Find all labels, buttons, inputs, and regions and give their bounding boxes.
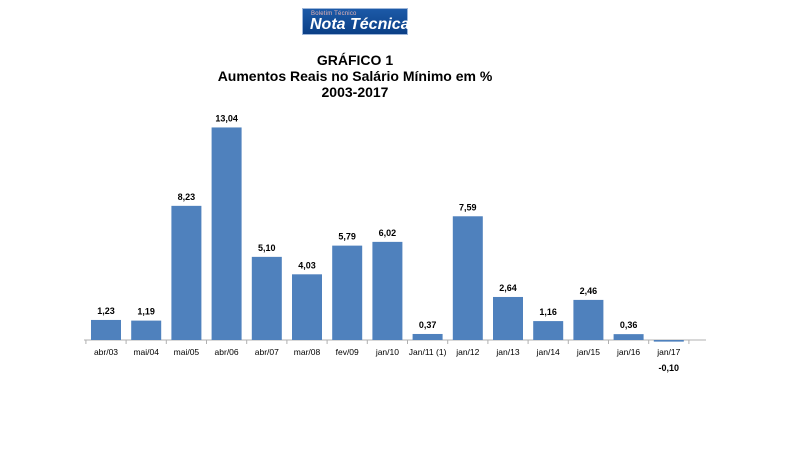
x-tick-label: mai/05 (174, 347, 200, 357)
bar-mai/04 (131, 320, 162, 340)
x-tick-label: abr/06 (215, 347, 239, 357)
data-label: -0,10 (659, 363, 680, 373)
chart-title-line-1: GRÁFICO 1 (316, 52, 394, 68)
chart-title-line-3: 2003-2017 (321, 84, 389, 100)
x-tick-label: abr/03 (94, 347, 118, 357)
data-label: 0,37 (419, 320, 437, 330)
bar-fev/09 (332, 245, 363, 340)
data-label: 13,04 (215, 113, 238, 123)
bar-jan/13 (493, 296, 523, 340)
x-tick-label: jan/14 (536, 347, 560, 357)
data-label: 5,10 (258, 243, 276, 253)
data-label: 7,59 (459, 202, 477, 212)
x-tick-label: jan/12 (455, 347, 479, 357)
logo-title: Nota Técnica (310, 16, 410, 33)
data-label: 8,23 (178, 192, 196, 202)
bar-jan/17 (653, 340, 684, 342)
bar-abr/03 (91, 319, 121, 340)
bar-jan/15 (573, 299, 604, 340)
x-tick-label: fev/09 (336, 347, 359, 357)
x-tick-label: mar/08 (294, 347, 321, 357)
x-tick-label: Jan/11 (1) (409, 347, 447, 357)
data-label: 0,36 (620, 320, 638, 330)
nota-tecnica-logo: Boletim Técnico Nota Técnica (302, 8, 410, 35)
data-label: 2,64 (499, 283, 517, 293)
x-tick-label: jan/16 (616, 347, 640, 357)
x-tick-label: jan/17 (656, 347, 680, 357)
data-label: 6,02 (379, 228, 397, 238)
bar-Jan/11 (1) (412, 333, 443, 340)
bar-mai/05 (171, 205, 202, 340)
data-label: 1,19 (137, 307, 155, 317)
chart-titles: GRÁFICO 1 Aumentos Reais no Salário Míni… (150, 52, 560, 100)
logo-tagline: Boletim Técnico (311, 11, 357, 17)
chart-title-line-2: Aumentos Reais no Salário Mínimo em % (217, 68, 493, 84)
bar-abr/06 (211, 127, 242, 340)
x-tick-label: jan/15 (576, 347, 600, 357)
bar-jan/14 (533, 321, 564, 340)
bar-jan/12 (452, 216, 483, 340)
x-tick-label: jan/13 (495, 347, 519, 357)
data-label: 1,23 (97, 306, 115, 316)
bar-jan/16 (613, 334, 644, 340)
data-label: 4,03 (298, 260, 316, 270)
data-label: 1,16 (539, 307, 557, 317)
bar-jan/10 (372, 241, 403, 340)
bar-mar/08 (292, 274, 322, 340)
data-label: 5,79 (338, 232, 356, 242)
x-tick-label: mai/04 (133, 347, 159, 357)
bar-abr/07 (251, 256, 282, 340)
x-tick-label: abr/07 (255, 347, 279, 357)
x-tick-label: jan/10 (375, 347, 399, 357)
data-label: 2,46 (580, 286, 598, 296)
